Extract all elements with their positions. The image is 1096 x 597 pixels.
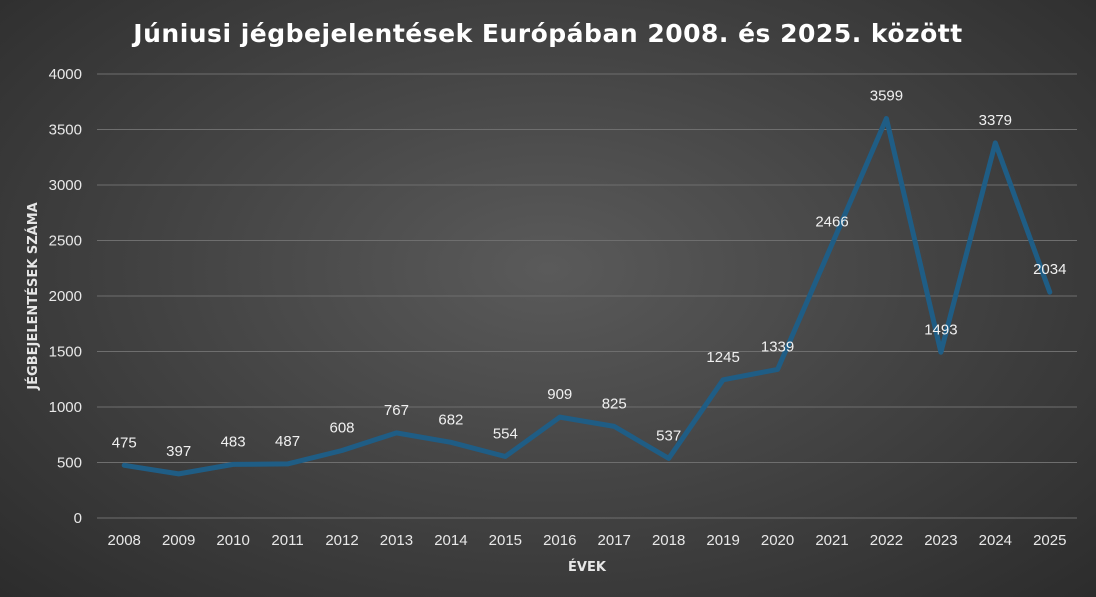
x-tick-label: 2016 <box>543 532 576 549</box>
data-labels: 475 397 483 487 608 767 682 554 909 825 537 1245 133… <box>112 88 1067 460</box>
x-tick-label: 2022 <box>870 532 903 549</box>
y-tick-label: 0 <box>74 510 82 527</box>
x-tick-label: 2008 <box>108 532 141 549</box>
data-label: 909 <box>547 386 572 403</box>
data-label: 1245 <box>706 349 739 366</box>
data-label: 1493 <box>924 321 957 338</box>
x-tick-label: 2015 <box>489 532 522 549</box>
y-axis-ticks: 0 500 1000 1500 2000 2500 3000 3500 4000 <box>49 66 82 527</box>
x-tick-label: 2020 <box>761 532 794 549</box>
chart-title: Júniusi jégbejelentések Európában 2008. … <box>131 19 962 48</box>
x-tick-label: 2025 <box>1033 532 1066 549</box>
data-label: 682 <box>438 411 463 428</box>
x-tick-label: 2014 <box>434 532 467 549</box>
y-tick-label: 2500 <box>49 233 82 250</box>
x-tick-label: 2012 <box>325 532 358 549</box>
data-label: 2466 <box>815 213 848 230</box>
data-label: 537 <box>656 427 681 444</box>
y-tick-label: 3000 <box>49 177 82 194</box>
x-tick-label: 2018 <box>652 532 685 549</box>
data-label: 767 <box>384 402 409 419</box>
y-tick-label: 3500 <box>49 122 82 139</box>
x-tick-label: 2021 <box>815 532 848 549</box>
x-tick-label: 2009 <box>162 532 195 549</box>
x-tick-label: 2017 <box>598 532 631 549</box>
data-label: 825 <box>602 395 627 412</box>
y-tick-label: 1500 <box>49 344 82 361</box>
y-tick-label: 1000 <box>49 399 82 416</box>
x-axis-label: ÉVEK <box>568 559 607 575</box>
series-line <box>121 116 1053 477</box>
x-tick-label: 2011 <box>271 532 303 549</box>
x-tick-label: 2023 <box>924 532 957 549</box>
x-axis-ticks: 2008 2009 2010 2011 2012 2013 2014 2015 2016 2017… <box>108 532 1067 549</box>
data-label: 475 <box>112 434 137 451</box>
y-tick-label: 4000 <box>49 66 82 83</box>
data-label: 608 <box>329 420 354 437</box>
data-label: 554 <box>493 426 518 443</box>
y-axis-label: JÉGBEJELENTÉSEK SZÁMA <box>25 202 41 390</box>
data-label: 3379 <box>979 112 1012 129</box>
x-tick-label: 2019 <box>706 532 739 549</box>
data-label: 2034 <box>1033 261 1066 278</box>
y-tick-label: 500 <box>57 455 82 472</box>
data-label: 397 <box>166 443 191 460</box>
data-label: 3599 <box>870 88 903 105</box>
x-tick-label: 2024 <box>979 532 1012 549</box>
x-tick-label: 2010 <box>216 532 249 549</box>
x-tick-label: 2013 <box>380 532 413 549</box>
data-label: 1339 <box>761 338 794 355</box>
data-label: 483 <box>221 433 246 450</box>
y-tick-label: 2000 <box>49 288 82 305</box>
data-label: 487 <box>275 433 300 450</box>
